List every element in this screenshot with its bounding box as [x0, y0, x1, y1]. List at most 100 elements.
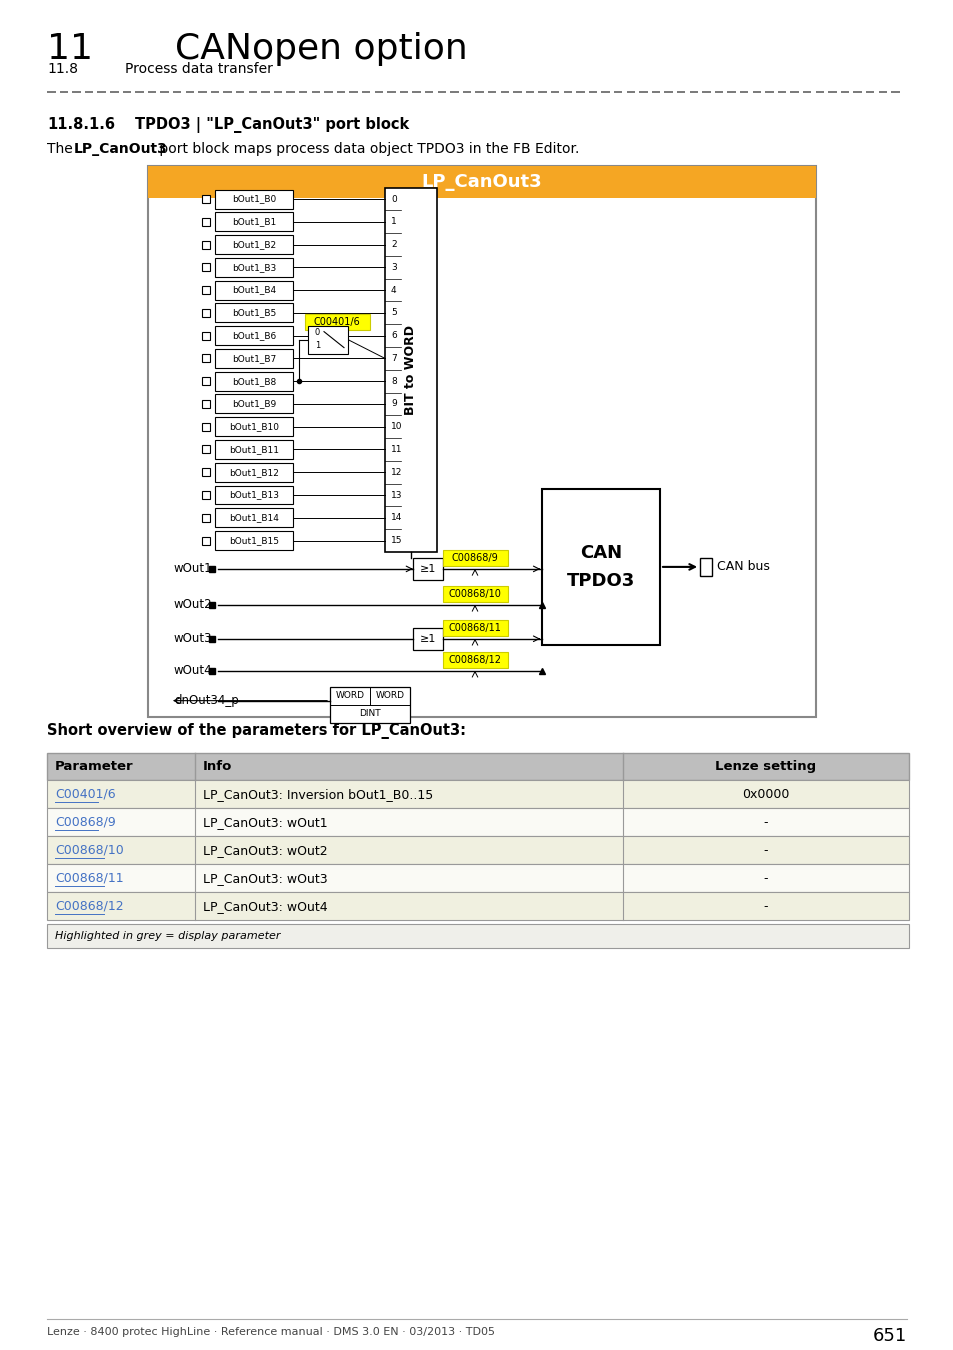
Bar — [47, 780, 908, 809]
Text: Parameter: Parameter — [55, 760, 133, 774]
Text: 10: 10 — [391, 423, 402, 431]
Text: 11: 11 — [47, 32, 92, 66]
Bar — [202, 514, 210, 521]
Bar — [214, 348, 293, 369]
Text: C00401/6: C00401/6 — [55, 788, 115, 801]
Text: 11.8: 11.8 — [47, 62, 78, 76]
Text: 0: 0 — [391, 194, 396, 204]
Bar — [214, 258, 293, 277]
Bar — [47, 925, 908, 948]
Bar — [202, 286, 210, 294]
Bar — [202, 263, 210, 271]
Text: -: - — [763, 899, 767, 913]
Bar — [214, 212, 293, 231]
Text: 8: 8 — [391, 377, 396, 386]
Text: bOut1_B1: bOut1_B1 — [232, 217, 275, 227]
Bar — [202, 423, 210, 431]
Text: C00401/6: C00401/6 — [314, 317, 360, 327]
Text: C00868/12: C00868/12 — [55, 899, 124, 913]
Text: WORD: WORD — [335, 691, 364, 701]
Text: 0: 0 — [314, 328, 320, 338]
Text: bOut1_B5: bOut1_B5 — [232, 308, 275, 317]
Bar — [47, 809, 908, 837]
Text: C00868/10: C00868/10 — [448, 589, 501, 599]
Text: DINT: DINT — [359, 709, 380, 718]
Text: 15: 15 — [391, 536, 402, 545]
Text: CAN bus: CAN bus — [717, 560, 769, 574]
Text: wOut3: wOut3 — [173, 632, 213, 645]
Text: Process data transfer: Process data transfer — [125, 62, 273, 76]
Bar — [214, 281, 293, 300]
Bar — [442, 549, 507, 566]
Text: 13: 13 — [391, 490, 402, 500]
Bar — [148, 166, 815, 197]
Text: -: - — [763, 872, 767, 884]
Text: LP_CanOut3: wOut3: LP_CanOut3: wOut3 — [203, 872, 327, 884]
Text: bOut1_B13: bOut1_B13 — [229, 490, 278, 500]
Text: 0x0000: 0x0000 — [741, 788, 789, 801]
Bar — [202, 400, 210, 408]
Text: bOut1_B7: bOut1_B7 — [232, 354, 275, 363]
Bar — [47, 864, 908, 892]
Bar — [202, 446, 210, 454]
Text: Lenze setting: Lenze setting — [715, 760, 816, 774]
Bar — [442, 652, 507, 668]
Bar — [47, 837, 908, 864]
Bar — [214, 509, 293, 528]
Text: -: - — [763, 815, 767, 829]
Bar — [413, 558, 442, 580]
Bar — [214, 189, 293, 208]
Text: LP_CanOut3: LP_CanOut3 — [421, 173, 541, 190]
Text: 4: 4 — [391, 286, 396, 294]
Bar — [442, 586, 507, 602]
Bar — [330, 687, 410, 722]
Bar — [47, 892, 908, 921]
Text: bOut1_B6: bOut1_B6 — [232, 331, 275, 340]
Bar — [202, 240, 210, 248]
Text: CAN: CAN — [579, 544, 621, 562]
Text: bOut1_B8: bOut1_B8 — [232, 377, 275, 386]
Text: bOut1_B15: bOut1_B15 — [229, 536, 278, 545]
Text: bOut1_B4: bOut1_B4 — [232, 286, 275, 294]
Text: TPDO3 | "LP_CanOut3" port block: TPDO3 | "LP_CanOut3" port block — [135, 116, 409, 132]
Bar — [214, 327, 293, 346]
Bar — [202, 377, 210, 385]
Bar — [413, 628, 442, 649]
Text: 11: 11 — [391, 446, 402, 454]
Text: wOut1: wOut1 — [173, 563, 213, 575]
Text: 1: 1 — [314, 342, 320, 350]
Text: 9: 9 — [391, 400, 396, 409]
Bar — [214, 440, 293, 459]
Text: 5: 5 — [391, 308, 396, 317]
Text: LP_CanOut3: wOut2: LP_CanOut3: wOut2 — [203, 844, 327, 857]
Text: 6: 6 — [391, 331, 396, 340]
Bar — [442, 620, 507, 636]
Text: C00868/11: C00868/11 — [448, 622, 501, 633]
Bar — [305, 313, 370, 329]
Text: 14: 14 — [391, 513, 402, 522]
Bar — [214, 371, 293, 390]
Text: LP_CanOut3: LP_CanOut3 — [74, 142, 168, 155]
Bar — [214, 304, 293, 323]
Bar — [214, 235, 293, 254]
Text: bOut1_B2: bOut1_B2 — [232, 240, 275, 248]
Bar — [214, 531, 293, 549]
Text: C00868/9: C00868/9 — [55, 815, 115, 829]
Text: ≥1: ≥1 — [419, 633, 436, 644]
Bar — [202, 194, 210, 202]
Text: LP_CanOut3: wOut4: LP_CanOut3: wOut4 — [203, 899, 327, 913]
Text: TPDO3: TPDO3 — [566, 572, 635, 590]
Bar — [308, 325, 348, 354]
Text: port block maps process data object TPDO3 in the FB Editor.: port block maps process data object TPDO… — [154, 142, 578, 155]
Bar — [214, 394, 293, 413]
Bar — [202, 217, 210, 225]
Bar — [214, 417, 293, 436]
Text: Highlighted in grey = display parameter: Highlighted in grey = display parameter — [55, 931, 280, 941]
Text: 2: 2 — [391, 240, 396, 248]
Bar — [214, 463, 293, 482]
Bar — [214, 486, 293, 505]
Bar — [152, 200, 619, 713]
Text: WORD: WORD — [375, 691, 404, 701]
Text: C00868/12: C00868/12 — [448, 655, 501, 664]
Text: bOut1_B0: bOut1_B0 — [232, 194, 275, 204]
